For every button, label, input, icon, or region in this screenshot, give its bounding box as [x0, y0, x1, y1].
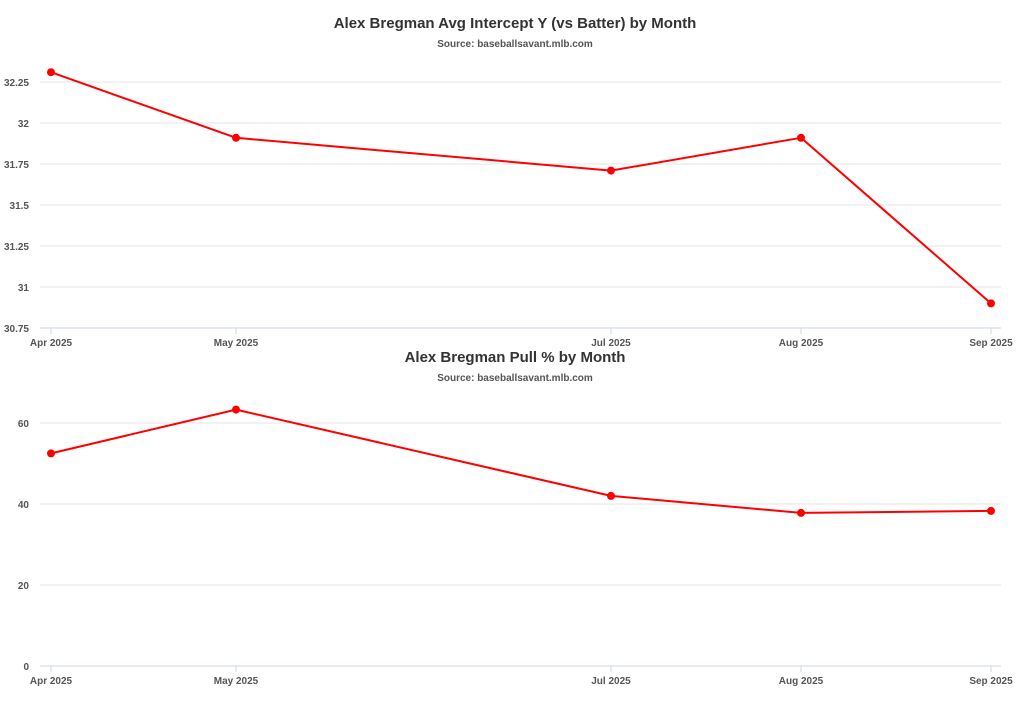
chart1-x-tick-label: Sep 2025 [969, 338, 1013, 349]
chart1-title: Alex Bregman Avg Intercept Y (vs Batter)… [333, 15, 697, 32]
chart2-x-tick-label: Sep 2025 [969, 676, 1013, 687]
chart1-y-tick-label: 30.75 [4, 324, 29, 335]
chart2-x-tick-label: Apr 2025 [30, 676, 73, 687]
chart1-y-tick-label: 31.25 [4, 242, 29, 253]
chart1-y-tick-label: 31 [18, 283, 30, 294]
chart1-subtitle: Source: baseballsavant.mlb.com [437, 39, 593, 50]
chart2-title: Alex Bregman Pull % by Month [404, 349, 626, 366]
chart2-subtitle: Source: baseballsavant.mlb.com [437, 373, 593, 384]
chart2-x-tick-label: Jul 2025 [591, 676, 631, 687]
chart1-x-tick-label: Aug 2025 [779, 338, 824, 349]
chart2-data-point [607, 491, 615, 500]
chart1-y-tick-label: 32.25 [4, 78, 29, 89]
chart1-x-tick-label: Apr 2025 [30, 338, 73, 349]
chart2-data-point [47, 449, 55, 458]
chart1-data-point [987, 299, 995, 308]
chart2-data-point [987, 506, 995, 515]
chart2-y-tick-label: 0 [23, 662, 29, 673]
chart1-data-point [232, 133, 240, 142]
chart2-data-point [797, 508, 805, 517]
chart1-data-point [607, 166, 615, 175]
chart2-x-tick-label: May 2025 [214, 676, 259, 687]
chart2-series-line [50, 408, 992, 514]
chart1-y-tick-label: 31.5 [10, 201, 30, 212]
chart1-data-point [47, 68, 55, 77]
chart1-x-tick-label: May 2025 [214, 338, 259, 349]
chart2-x-tick-label: Aug 2025 [779, 676, 824, 687]
chart2-y-tick-label: 60 [18, 419, 30, 430]
chart1-y-tick-label: 31.75 [4, 160, 29, 171]
chart1-x-tick-label: Jul 2025 [591, 338, 631, 349]
chart1-data-point [797, 133, 805, 142]
chart1-series-line [50, 71, 992, 305]
chart1-y-tick-label: 32 [18, 119, 30, 130]
chart2-y-tick-label: 40 [18, 500, 30, 511]
chart2-y-tick-label: 20 [18, 581, 30, 592]
chart2-data-point [232, 405, 240, 414]
